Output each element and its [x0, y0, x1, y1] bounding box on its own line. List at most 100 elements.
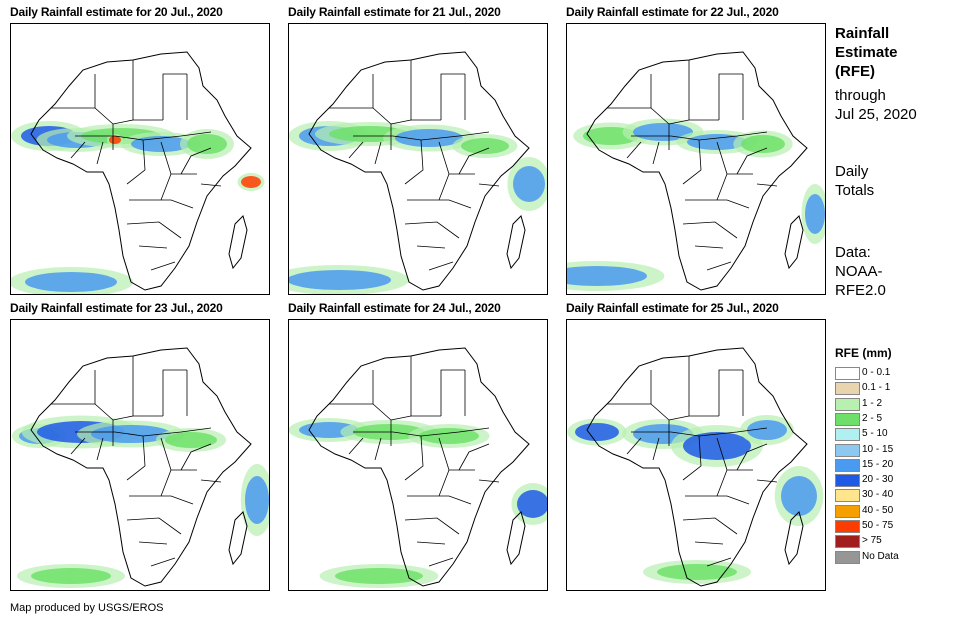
country-border	[112, 119, 134, 125]
map-panel-25-jul: Daily Rainfall estimate for 25 Jul., 202…	[566, 300, 828, 591]
product-title-line: Estimate	[835, 44, 898, 61]
legend-swatch	[835, 504, 860, 518]
country-border	[138, 541, 168, 545]
rainfall-area	[461, 138, 509, 154]
legend-swatch	[835, 382, 860, 396]
country-border	[668, 119, 690, 125]
data-source-line: RFE2.0	[835, 282, 886, 299]
country-border	[668, 415, 690, 421]
country-border	[438, 469, 450, 497]
africa-coastline	[308, 51, 530, 291]
country-border	[716, 173, 728, 201]
country-border	[682, 221, 738, 239]
country-border	[428, 557, 454, 567]
africa-map	[289, 51, 547, 294]
country-border	[756, 183, 778, 187]
country-border	[718, 369, 743, 416]
country-border	[694, 541, 724, 545]
country-border	[162, 73, 187, 120]
africa-map	[11, 51, 265, 294]
rainfall-area	[245, 476, 269, 524]
madagascar-outline	[228, 511, 248, 566]
country-border	[160, 469, 172, 497]
country-border	[416, 245, 446, 249]
map-panel-23-jul: Daily Rainfall estimate for 23 Jul., 202…	[10, 300, 272, 591]
legend-swatch	[835, 520, 860, 533]
africa-map	[567, 51, 825, 291]
country-border	[736, 443, 768, 471]
rainfall-area	[241, 176, 261, 188]
rainfall-bands	[12, 415, 269, 588]
rainfall-map	[288, 23, 548, 295]
legend-swatch	[835, 458, 860, 472]
rainfall-area	[805, 194, 825, 234]
panel-title: Daily Rainfall estimate for 20 Jul., 202…	[10, 5, 223, 19]
country-border	[688, 356, 719, 417]
rainfall-area	[567, 266, 647, 286]
country-border	[458, 147, 490, 175]
legend-swatch	[835, 412, 860, 426]
legend-label: > 75	[862, 535, 882, 547]
country-border	[150, 557, 176, 567]
country-border	[390, 415, 412, 421]
africa-coastline	[308, 347, 530, 587]
country-border	[682, 517, 738, 535]
legend-label: 20 - 30	[862, 474, 894, 486]
country-border	[736, 147, 768, 175]
rainfall-area	[187, 134, 227, 154]
credit-text: Map produced by USGS/EROS	[10, 602, 164, 614]
through-label: through	[835, 87, 886, 104]
legend-label: 10 - 15	[862, 443, 894, 455]
country-border	[404, 517, 460, 535]
through-date: through Jul 25, 2020	[835, 86, 917, 124]
rainfall-area	[517, 490, 547, 518]
legend-swatch	[835, 367, 860, 380]
africa-map	[12, 347, 269, 588]
country-border	[348, 437, 364, 455]
country-border	[126, 517, 182, 535]
country-border	[126, 139, 146, 185]
rainfall-bands	[289, 418, 547, 588]
daily-totals-line: Totals	[835, 182, 875, 199]
rainfall-area	[683, 432, 751, 460]
country-border	[374, 141, 382, 165]
country-border	[652, 437, 660, 461]
country-border	[607, 403, 670, 446]
data-source: Data: NOAA- RFE2.0	[835, 243, 886, 300]
country-border	[688, 60, 719, 121]
map-panel-22-jul: Daily Rainfall estimate for 22 Jul., 202…	[566, 4, 828, 295]
country-border	[160, 173, 172, 201]
country-border	[138, 245, 168, 249]
rainfall-area	[657, 564, 737, 580]
data-source-line: Data:	[835, 244, 871, 261]
country-border	[440, 73, 465, 120]
country-border	[716, 469, 728, 497]
data-source-line: NOAA-	[835, 263, 883, 280]
panel-title: Daily Rainfall estimate for 21 Jul., 202…	[288, 5, 501, 19]
country-border	[180, 443, 212, 471]
country-border	[96, 437, 104, 461]
rainfall-map	[566, 23, 826, 295]
country-border	[626, 141, 642, 159]
panel-title: Daily Rainfall estimate for 25 Jul., 202…	[566, 301, 779, 315]
africa-coastline	[30, 51, 252, 291]
legend-label: 50 - 75	[862, 520, 894, 531]
country-border	[70, 437, 86, 455]
legend-label: 0 - 0.1	[862, 367, 891, 378]
rainfall-area	[395, 129, 463, 147]
country-border	[685, 199, 750, 209]
country-border	[458, 443, 490, 471]
rainfall-bands	[11, 121, 265, 294]
country-border	[70, 141, 86, 159]
country-border	[607, 107, 670, 150]
rainfall-area	[781, 476, 817, 516]
rainfall-area	[633, 123, 693, 141]
rainfall-bands	[567, 415, 824, 584]
country-border	[390, 119, 412, 125]
country-border	[200, 479, 222, 483]
country-border	[652, 141, 660, 165]
country-border	[438, 173, 450, 201]
country-border	[126, 435, 146, 481]
rainfall-map	[10, 23, 270, 295]
country-border	[329, 107, 392, 150]
